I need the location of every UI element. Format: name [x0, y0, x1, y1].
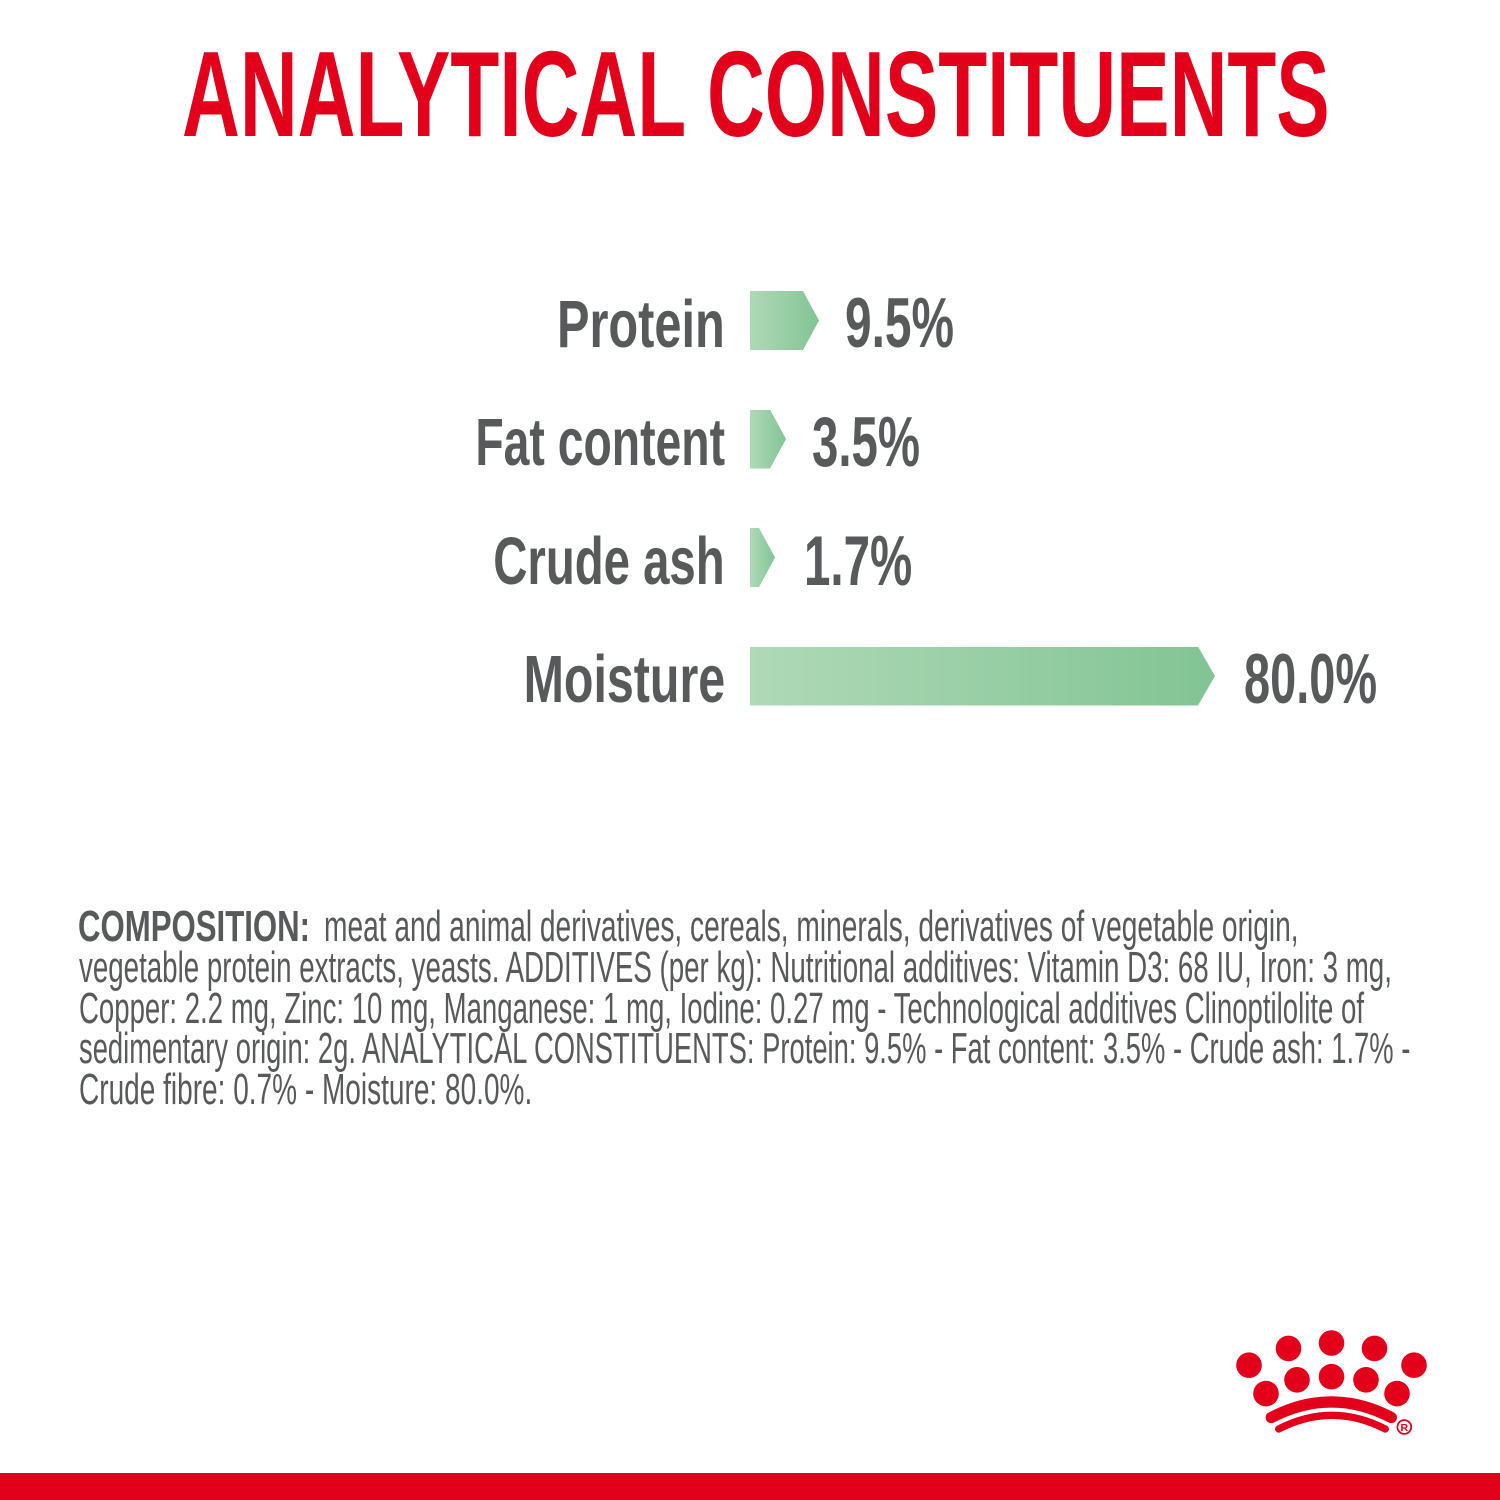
svg-text:R: R	[1401, 1422, 1409, 1434]
